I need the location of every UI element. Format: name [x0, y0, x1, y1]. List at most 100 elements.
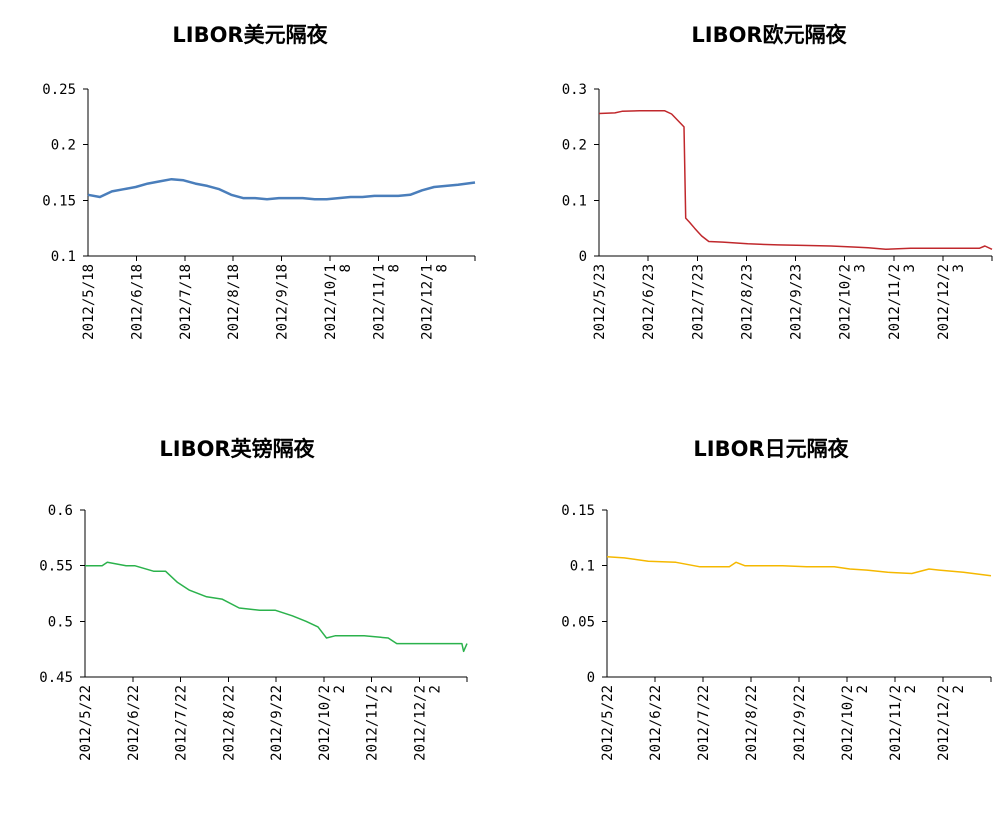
x-tick-label-line: 8 — [435, 264, 451, 272]
chart-panel-usd: LIBOR美元隔夜 0.1 0.15 0.2 0.25 2012/5/18 2012/6/1… — [0, 0, 499, 408]
x-tick-label-line: 2012/9/22 — [792, 685, 808, 761]
chart-panel-eur: LIBOR欧元隔夜 0 0.1 0.2 0.3 2012/5/23 2012/6/23 201… — [499, 0, 998, 408]
x-tick-label-line: 2012/9/18 — [275, 264, 291, 340]
x-tick-label: 2012/9/18 — [275, 264, 291, 340]
x-tick-label-line: 2012/8/22 — [221, 685, 237, 761]
x-tick-label: 2012/6/22 — [648, 685, 664, 761]
x-tick-label: 2012/10/2 3 — [838, 264, 869, 340]
x-tick-label-line: 3 — [853, 264, 869, 272]
chart-usd: LIBOR美元隔夜 0.1 0.15 0.2 0.25 2012/5/18 2012/6/1… — [42, 23, 476, 340]
x-tick-label-line: 2012/11/2 — [365, 685, 381, 761]
y-tick-label: 0.45 — [39, 670, 73, 686]
chart-title: LIBOR美元隔夜 — [172, 23, 328, 47]
x-tick-label: 2012/9/22 — [269, 685, 285, 761]
x-tick-label: 2012/7/23 — [690, 264, 706, 340]
x-tick-label: 2012/7/22 — [696, 685, 712, 761]
y-tick-label: 0.55 — [39, 559, 73, 575]
x-tick-label-line: 2012/8/22 — [744, 685, 760, 761]
x-tick-label-line: 2012/12/2 — [936, 685, 952, 761]
x-tick-label-line: 2012/10/2 — [840, 685, 856, 761]
x-tick-label: 2012/12/2 2 — [412, 685, 443, 761]
x-tick-label-line: 2 — [427, 685, 443, 693]
x-tick-label-line: 2012/11/2 — [887, 264, 903, 340]
x-tick-label-line: 3 — [951, 264, 967, 272]
y-tick-label: 0.5 — [48, 614, 73, 630]
x-tick-label-line: 2012/7/18 — [178, 264, 194, 340]
x-tick-label: 2012/8/22 — [744, 685, 760, 761]
x-tick-label-line: 2 — [951, 685, 967, 693]
x-tick-label: 2012/6/23 — [641, 264, 657, 340]
x-tick-label: 2012/12/1 8 — [420, 264, 451, 340]
y-tick-label: 0 — [587, 670, 595, 686]
y-tick-label: 0.1 — [562, 193, 587, 209]
x-tick-label: 2012/10/2 2 — [317, 685, 348, 761]
x-tick-label: 2012/5/22 — [600, 685, 616, 761]
series-line — [598, 109, 993, 251]
x-tick-label-line: 2012/11/2 — [888, 685, 904, 761]
x-tick-label: 2012/11/1 8 — [371, 264, 402, 340]
x-tick-label-line: 8 — [338, 264, 354, 272]
x-tick-label-line: 2 — [380, 685, 396, 693]
x-tick-label: 2012/5/18 — [81, 264, 97, 340]
x-tick-label-line: 3 — [902, 264, 918, 272]
chart-gbp: LIBOR英镑隔夜 0.45 0.5 0.55 0.6 2012/5/22 2012/6/2… — [39, 437, 468, 761]
x-tick-label: 2012/8/18 — [226, 264, 242, 340]
x-tick-label-line: 2012/7/22 — [174, 685, 190, 761]
x-tick-label-line: 2012/5/22 — [600, 685, 616, 761]
series-line — [85, 561, 468, 653]
x-tick-label-line: 2012/11/1 — [371, 264, 387, 340]
x-tick-label-line: 2012/6/23 — [641, 264, 657, 340]
x-tick-label: 2012/5/22 — [78, 685, 94, 761]
y-tick-label: 0.1 — [51, 249, 76, 265]
x-tick-label-line: 2012/9/22 — [269, 685, 285, 761]
chart-title: LIBOR英镑隔夜 — [159, 437, 315, 461]
x-tick-label: 2012/6/18 — [129, 264, 145, 340]
x-tick-label: 2012/9/22 — [792, 685, 808, 761]
x-tick-label-line: 2012/6/22 — [126, 685, 142, 761]
x-tick-label-line: 2012/12/1 — [420, 264, 436, 340]
x-tick-label-line: 2012/10/2 — [317, 685, 333, 761]
x-tick-label: 2012/6/22 — [126, 685, 142, 761]
x-tick-label: 2012/8/22 — [221, 685, 237, 761]
y-tick-label: 0.15 — [561, 503, 595, 519]
x-tick-label-line: 2 — [903, 685, 919, 693]
y-tick-label: 0.05 — [561, 614, 595, 630]
x-tick-label-line: 2012/9/23 — [789, 264, 805, 340]
x-tick-label: 2012/5/23 — [592, 264, 608, 340]
x-tick-label: 2012/10/1 8 — [323, 264, 354, 340]
x-tick-label-line: 2012/7/22 — [696, 685, 712, 761]
y-tick-label: 0.6 — [48, 503, 73, 519]
x-tick-label: 2012/12/2 2 — [936, 685, 967, 761]
chart-jpy: LIBOR日元隔夜 0 0.05 0.1 0.15 2012/5/22 2012/6/22 2… — [561, 437, 992, 761]
x-tick-label-line: 2012/10/2 — [838, 264, 854, 340]
x-tick-label: 2012/10/2 2 — [840, 685, 871, 761]
y-tick-label: 0 — [579, 249, 587, 265]
x-tick-label-line: 2012/10/1 — [323, 264, 339, 340]
x-tick-label-line: 2012/8/23 — [739, 264, 755, 340]
x-tick-label: 2012/11/2 2 — [365, 685, 396, 761]
x-tick-label: 2012/11/2 3 — [887, 264, 918, 340]
series-line — [87, 177, 476, 201]
y-tick-label: 0.2 — [51, 138, 76, 154]
y-tick-label: 0.1 — [570, 559, 595, 575]
x-tick-label-line: 2 — [332, 685, 348, 693]
x-tick-label-line: 2012/12/2 — [412, 685, 428, 761]
x-tick-label: 2012/12/2 3 — [936, 264, 967, 340]
x-tick-label-line: 2012/5/23 — [592, 264, 608, 340]
x-tick-label: 2012/7/18 — [178, 264, 194, 340]
chart-eur: LIBOR欧元隔夜 0 0.1 0.2 0.3 2012/5/23 2012/6/23 201… — [562, 23, 993, 340]
x-tick-label-line: 2 — [855, 685, 871, 693]
chart-panel-jpy: LIBOR日元隔夜 0 0.05 0.1 0.15 2012/5/22 2012/6/22 2… — [499, 409, 998, 817]
x-tick-label-line: 2012/12/2 — [936, 264, 952, 340]
x-tick-label-line: 2012/8/18 — [226, 264, 242, 340]
x-tick-label: 2012/8/23 — [739, 264, 755, 340]
chart-panel-gbp: LIBOR英镑隔夜 0.45 0.5 0.55 0.6 2012/5/22 2012/6/2… — [0, 409, 499, 817]
x-tick-label-line: 2012/6/18 — [129, 264, 145, 340]
y-tick-label: 0.3 — [562, 82, 587, 98]
x-tick-label-line: 2012/6/22 — [648, 685, 664, 761]
y-tick-label: 0.15 — [42, 193, 76, 209]
x-tick-label-line: 8 — [386, 264, 402, 272]
y-tick-label: 0.25 — [42, 82, 76, 98]
x-tick-label-line: 2012/5/22 — [78, 685, 94, 761]
x-tick-label: 2012/11/2 2 — [888, 685, 919, 761]
